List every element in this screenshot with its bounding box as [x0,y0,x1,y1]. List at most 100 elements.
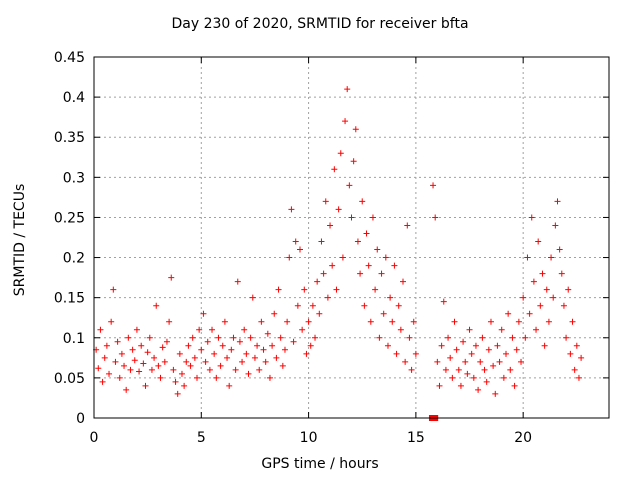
data-point [434,358,441,365]
data-point [380,310,387,317]
data-point [397,326,404,333]
data-point [183,358,190,365]
data-point [249,294,256,301]
data-points [93,86,585,421]
data-point [221,318,228,325]
data-point [324,294,331,301]
x-tick-label: 20 [514,430,532,446]
data-point [406,334,413,341]
data-point [127,366,134,373]
data-point [277,334,284,341]
data-point [236,338,243,345]
data-point [138,342,145,349]
data-point [239,358,246,365]
data-point [563,334,570,341]
data-point [151,354,158,361]
data-point [309,302,316,309]
data-point [569,318,576,325]
data-point [374,246,381,253]
data-point [110,286,117,293]
data-point [292,238,299,245]
data-point [264,330,271,337]
data-point [578,354,585,361]
data-point [505,310,512,317]
data-point [129,346,136,353]
data-point [136,368,143,375]
y-tick-label: 0.25 [54,210,85,226]
data-point [153,302,160,309]
plot-frame [93,56,610,419]
data-point [481,366,488,373]
data-point [241,326,248,333]
data-point [198,346,205,353]
data-point [496,358,503,365]
data-point [318,238,325,245]
data-point [206,366,213,373]
data-point [157,374,164,381]
data-point [520,294,527,301]
data-point [189,334,196,341]
data-point [97,326,104,333]
data-point [507,366,514,373]
data-point [475,386,482,393]
data-point [101,354,108,361]
x-tick-label: 0 [90,430,99,446]
data-point [350,158,357,165]
data-point [367,318,374,325]
data-point [202,358,209,365]
data-point [333,286,340,293]
y-tick-label: 0.3 [63,170,85,186]
data-point [226,382,233,389]
data-point [447,354,454,361]
data-point [271,310,278,317]
data-point [204,338,211,345]
y-tick-label: 0.2 [63,251,85,267]
data-point [412,350,419,357]
data-point [524,254,531,261]
data-point [442,366,449,373]
data-point [243,350,250,357]
data-point [545,318,552,325]
data-point [108,318,115,325]
data-point [163,338,170,345]
data-point [191,354,198,361]
data-point [284,318,291,325]
data-point [114,338,121,345]
data-point [260,346,267,353]
data-point [513,346,520,353]
data-point [400,278,406,285]
data-point [462,358,469,365]
data-point [142,382,149,389]
data-point [262,358,269,365]
data-point [335,206,342,213]
data-point [95,365,102,372]
data-point [299,326,306,333]
data-point [269,342,276,349]
data-point [316,310,323,317]
data-point [339,254,346,261]
data-point [535,238,542,245]
data-point [518,358,525,365]
data-point [573,342,580,349]
data-point [552,222,559,229]
data-point [245,370,252,377]
data-point [297,246,303,253]
data-point [234,278,241,285]
data-point [215,334,222,341]
data-point [438,342,445,349]
y-tick-label: 0 [76,411,85,427]
data-point [378,270,385,277]
data-point [116,374,123,381]
data-point [342,118,349,125]
data-point [258,318,265,325]
data-point [455,366,462,373]
data-point [384,342,391,349]
data-point [470,374,477,381]
data-point [492,390,499,397]
data-point [329,262,336,269]
data-point [432,214,439,221]
data-point [230,334,237,341]
data-point [348,214,355,221]
data-point [256,366,263,373]
